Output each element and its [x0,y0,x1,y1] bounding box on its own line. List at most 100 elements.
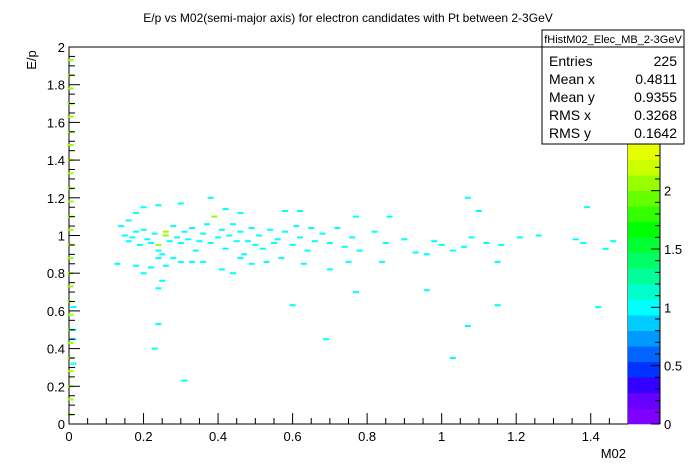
axes: 0 0.2 0.4 0.6 0.8 1 1.2 1.4 0 0.2 0.4 0.6 0.8 1 1.2 1.4… [47,40,629,444]
histogram-cell [349,236,356,239]
histogram-cell [353,215,359,218]
color-scale-swatch [628,346,660,363]
histogram-cell [177,242,184,244]
histogram-cell [67,341,74,344]
histogram-cell [326,268,333,271]
histogram-cell [241,253,248,256]
histogram-cell [379,260,385,263]
histogram-cell [289,243,296,246]
color-scale-swatch [628,284,660,300]
histogram-cell [252,243,259,246]
stats-value: 0.1642 [634,125,677,141]
color-scale-swatch [628,330,660,347]
y-tick-label: 0.4 [47,342,65,357]
histogram-cell [67,144,74,146]
y-tick-label: 0.6 [47,304,65,319]
x-tick-label: 0.8 [358,429,376,444]
histogram-cell [155,249,162,252]
color-scale-swatch [628,315,660,331]
histogram-cell [431,240,438,243]
stats-label: Mean x [549,71,595,87]
color-scale-tick-label: 1.5 [664,242,682,257]
histogram-cell [222,247,229,250]
histogram-cell [461,245,467,248]
histogram-cell [516,236,523,239]
x-tick-label: 0.4 [209,429,227,444]
stats-value: 0.3268 [634,107,677,123]
histogram-cell [67,398,74,401]
histogram-cell [136,243,143,246]
histogram-cell [248,227,255,229]
histogram-cell [159,253,166,256]
histogram-cell [67,285,74,288]
y-tick-label: 0 [58,417,65,432]
histogram-cell [595,306,602,309]
chart-title: E/p vs M02(semi-major axis) for electron… [143,11,553,25]
histogram-cell [259,247,266,250]
histogram-cell [345,260,352,263]
histogram-cell [282,230,289,233]
color-scale-tick-label: 1 [664,300,671,315]
histogram-cell [140,228,147,231]
histogram-cell [237,211,244,214]
histogram-cell [341,245,348,248]
y-tick-label: 1 [58,229,65,244]
histogram-cell [356,249,363,252]
histogram-cell [475,210,482,212]
histogram-cell [181,379,188,382]
histogram-cell [166,240,173,243]
histogram-cell [177,202,184,205]
histogram-cell [233,240,240,243]
histogram-cell [162,230,169,233]
histogram-cell [170,257,177,260]
histogram-cell [133,230,140,233]
histogram-cell [353,291,359,294]
histogram-cell [125,219,132,222]
histogram-cell [140,206,147,209]
histogram-cell [464,196,471,199]
histogram-cell [114,262,121,265]
histogram-cell [494,304,501,307]
x-tick-label: 1 [438,429,445,444]
histogram-cell [218,268,225,271]
histogram-cell [200,232,207,235]
color-scale-swatch [628,206,660,223]
histogram-cell [498,243,505,246]
histogram-cell [155,243,162,246]
histogram-cell [449,357,456,359]
histogram-cell [412,251,419,254]
histogram-cell [423,289,430,292]
y-tick-label: 1.4 [47,153,65,168]
color-scale-swatch [628,190,660,207]
histogram-cell [297,236,304,239]
histogram-cell [304,249,311,252]
histogram-cell [423,253,430,256]
histogram-cell [267,228,274,231]
histogram-cell [602,247,609,250]
histogram-cell [155,287,162,290]
color-scale-swatch [628,237,660,254]
histogram-cell [67,370,74,373]
histogram-cell [148,266,154,269]
stats-value: 0.4811 [635,71,677,87]
stats-label: RMS x [549,107,591,123]
histogram-cell [67,59,74,62]
histogram-cell [535,234,542,237]
histogram-cell [237,257,244,260]
histogram-cell [133,211,140,214]
histogram-cell [211,215,218,218]
histogram-cell [207,242,214,244]
color-scale-swatch [628,252,660,269]
histogram-cell [67,200,74,203]
y-tick-label: 1.8 [47,78,65,93]
histogram-cell [155,323,162,326]
histogram-cell [326,242,333,244]
histogram-cell [196,240,203,243]
histogram-cell [162,234,169,237]
histogram-cell [159,279,166,282]
histogram-cell [572,238,579,241]
color-scale-swatch [628,221,660,238]
histogram-cell [67,87,74,90]
histogram-cell [401,238,408,241]
stats-value: 0.9355 [634,89,677,105]
